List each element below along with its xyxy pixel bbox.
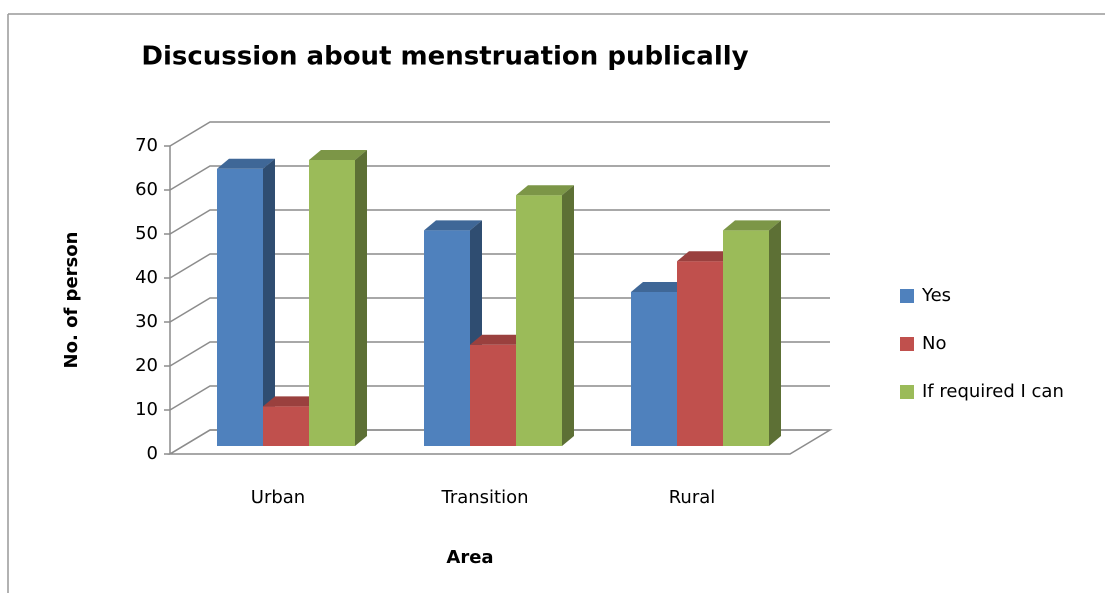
legend-swatch bbox=[900, 337, 914, 351]
bar-front bbox=[424, 230, 470, 446]
legend-swatch bbox=[900, 385, 914, 399]
bar-top bbox=[677, 251, 735, 262]
grid-line bbox=[169, 385, 830, 411]
bar-top bbox=[217, 158, 275, 169]
y-tick-label: 0 bbox=[147, 443, 158, 464]
y-tick-label: 30 bbox=[135, 311, 158, 332]
grid-line bbox=[169, 253, 830, 279]
bar-side bbox=[355, 150, 367, 446]
grid-line bbox=[169, 209, 830, 235]
grid-line bbox=[169, 121, 830, 147]
y-tick-label: 40 bbox=[135, 267, 158, 288]
bar bbox=[263, 396, 321, 446]
bar-front bbox=[677, 261, 723, 446]
bar bbox=[516, 185, 574, 446]
bar-top bbox=[263, 396, 321, 407]
grid-line bbox=[169, 341, 830, 367]
y-axis-title: No. of person bbox=[61, 232, 82, 369]
legend-label: Yes bbox=[921, 285, 951, 306]
bar-side bbox=[769, 220, 781, 446]
bar-front bbox=[631, 292, 677, 446]
y-tick-label: 10 bbox=[135, 399, 158, 420]
legend-label: If required I can bbox=[922, 381, 1064, 402]
chart-title: Discussion about menstruation publically bbox=[141, 42, 748, 72]
bar bbox=[723, 220, 781, 446]
bar-front bbox=[309, 160, 355, 446]
bar-side bbox=[263, 158, 275, 447]
bar-top bbox=[631, 282, 689, 292]
bar-top bbox=[309, 150, 367, 160]
bar bbox=[309, 150, 367, 446]
x-tick-label: Urban bbox=[251, 487, 305, 508]
bar-top bbox=[470, 334, 528, 345]
x-axis-title: Area bbox=[446, 547, 493, 568]
grid-line bbox=[169, 165, 830, 191]
bar-top bbox=[516, 185, 574, 196]
grid-line bbox=[169, 429, 830, 455]
x-tick-label: Transition bbox=[440, 487, 528, 508]
bar bbox=[470, 334, 528, 446]
bar-front bbox=[516, 195, 562, 446]
bar-front bbox=[723, 230, 769, 446]
bar-top bbox=[723, 220, 781, 231]
bar bbox=[217, 158, 275, 447]
bar-front bbox=[217, 168, 263, 447]
grid-line bbox=[169, 297, 830, 323]
x-tick-label: Rural bbox=[669, 487, 716, 508]
legend-label: No bbox=[922, 333, 946, 354]
bar-side bbox=[562, 185, 574, 446]
bar-top bbox=[424, 220, 482, 231]
bar-front bbox=[470, 344, 516, 446]
y-tick-label: 60 bbox=[135, 179, 158, 200]
y-tick-label: 70 bbox=[135, 135, 158, 156]
y-tick-label: 50 bbox=[135, 223, 158, 244]
legend-swatch bbox=[900, 289, 914, 303]
bar-front bbox=[263, 406, 309, 446]
y-tick-label: 20 bbox=[135, 355, 158, 376]
